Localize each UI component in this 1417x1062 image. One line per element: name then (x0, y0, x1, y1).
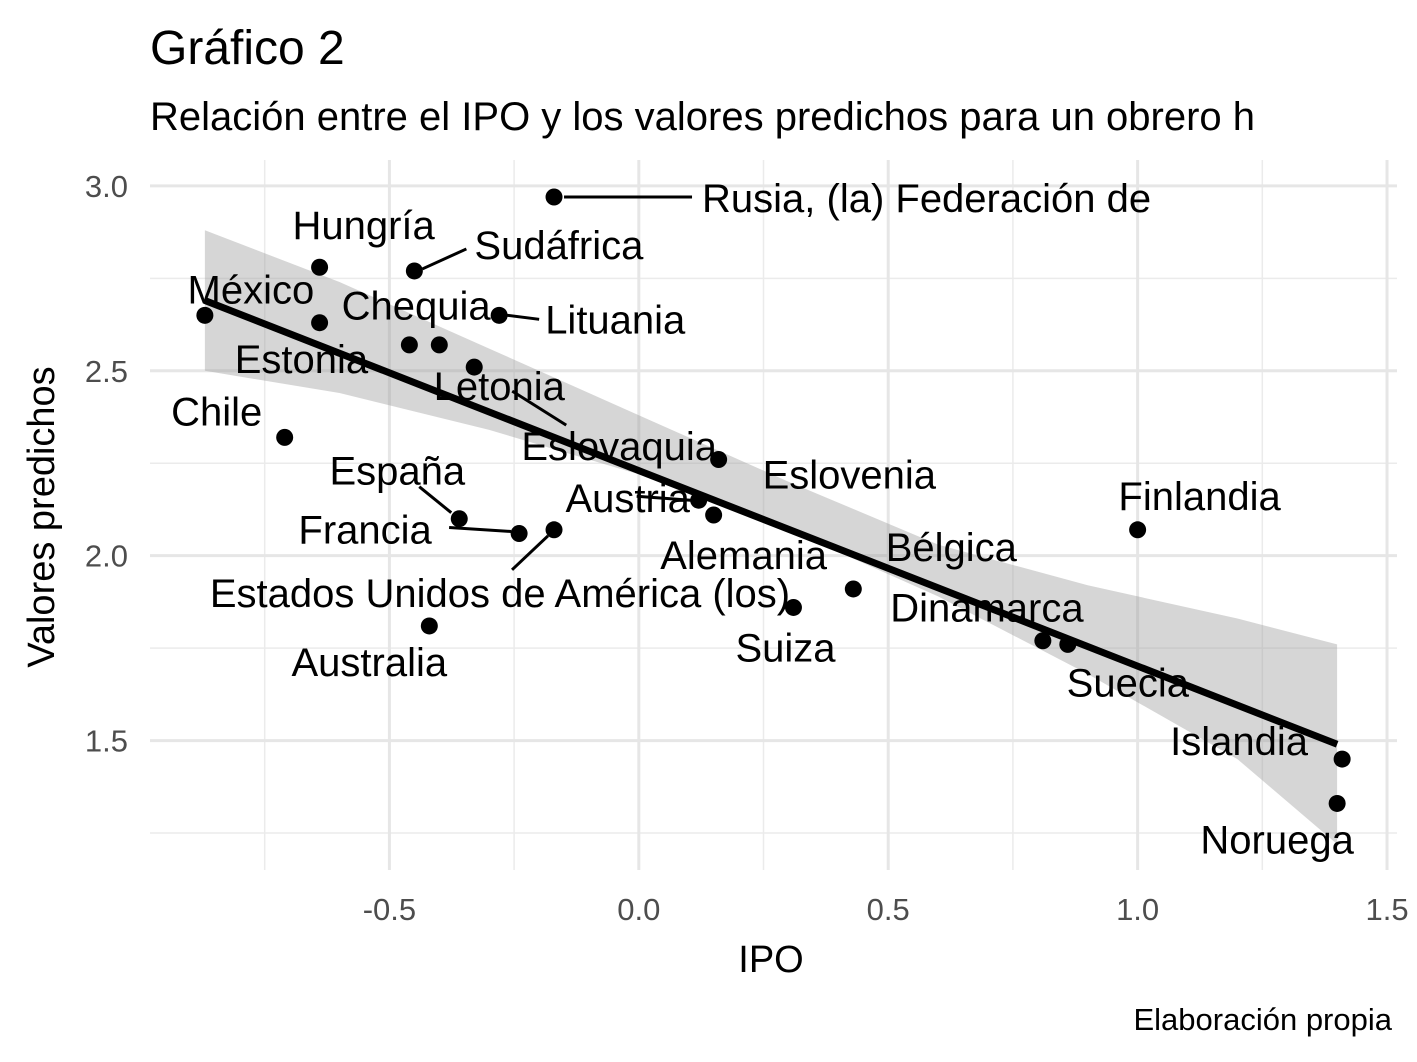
y-tick-label: 2.0 (85, 539, 128, 574)
minor-gridlines (150, 160, 1397, 870)
data-point (1333, 750, 1351, 768)
point-label: Australia (291, 641, 447, 685)
point-label: Islandia (1170, 720, 1309, 764)
point-label: Dinamarca (890, 587, 1084, 631)
point-label: Letonia (434, 365, 566, 409)
data-point (545, 188, 563, 206)
point-labels: Rusia, (la) Federación de Hungría Sudáfric… (171, 177, 1354, 862)
y-axis-title: Valores predichos (21, 366, 63, 667)
point-label: Hungría (292, 204, 435, 248)
data-point (1129, 521, 1147, 539)
point-label: Austria (565, 477, 690, 521)
label-leader-line (510, 534, 550, 571)
data-point (784, 598, 802, 616)
point-label: Alemania (660, 534, 828, 578)
chart-subtitle: Relación entre el IPO y los valores pred… (150, 95, 1255, 139)
point-label: Finlandia (1118, 475, 1281, 519)
confidence-band-layer (204, 230, 1338, 845)
point-label: Estados Unidos de América (los) (210, 572, 790, 616)
data-point (710, 451, 728, 469)
data-point (400, 336, 418, 354)
label-leader-line (511, 389, 568, 427)
point-label: Suecia (1067, 661, 1190, 705)
point-label: México (188, 268, 315, 312)
x-tick-label: 1.0 (1116, 892, 1159, 927)
x-tick-label: 0.5 (867, 892, 910, 927)
data-point (311, 314, 329, 332)
y-tick-label: 3.0 (85, 169, 128, 204)
point-label: Eslovenia (763, 454, 937, 498)
data-point (1059, 635, 1077, 653)
data-point (430, 336, 448, 354)
trend-line-layer (203, 297, 1339, 748)
data-point (465, 358, 483, 376)
data-point (490, 306, 508, 324)
regression-line (203, 297, 1339, 748)
data-points (196, 188, 1351, 812)
y-tick-label: 1.5 (85, 724, 128, 759)
data-point (690, 491, 708, 509)
point-label: Lituania (545, 298, 686, 342)
point-label: Chile (171, 390, 262, 434)
data-point (1034, 632, 1052, 650)
data-point (276, 428, 294, 446)
label-leader-line (636, 494, 691, 502)
y-tick-label: 2.5 (85, 354, 128, 389)
point-label: Rusia, (la) Federación de (702, 177, 1151, 221)
point-label: Estonia (235, 338, 369, 382)
data-point (311, 258, 329, 276)
y-axis-tick-labels: 1.5 2.0 2.5 3.0 (85, 169, 128, 759)
label-leader-line (449, 525, 512, 533)
point-label: Bélgica (886, 526, 1018, 570)
confidence-band (204, 230, 1338, 845)
x-tick-label: 1.5 (1365, 892, 1408, 927)
label-leader-line (506, 313, 540, 321)
point-label: Noruega (1200, 818, 1354, 862)
point-label: Suiza (735, 626, 836, 670)
x-tick-label: -0.5 (363, 892, 416, 927)
point-label: Sudáfrica (474, 224, 644, 268)
x-axis-tick-labels: -0.5 0.0 0.5 1.0 1.5 (363, 892, 1409, 927)
x-tick-label: 0.0 (617, 892, 660, 927)
point-label: Eslovaquia (521, 425, 717, 469)
chart-title: Gráfico 2 (150, 22, 345, 75)
data-point (450, 510, 468, 528)
major-gridlines (150, 160, 1397, 870)
data-point (844, 580, 862, 598)
label-leader-line (418, 485, 453, 514)
point-label: Francia (298, 509, 432, 553)
label-leader-lines (418, 195, 693, 571)
data-point (705, 506, 723, 524)
label-leader-line (421, 247, 467, 271)
data-point (196, 306, 214, 324)
data-point (1328, 794, 1346, 812)
data-point (545, 521, 563, 539)
chart-caption: Elaboración propia (1133, 1002, 1392, 1037)
point-label: España (329, 450, 465, 494)
data-point (420, 617, 438, 635)
point-label: Chequia (342, 285, 492, 329)
x-axis-title: IPO (738, 939, 803, 981)
data-point (405, 262, 423, 280)
data-point (510, 524, 528, 542)
